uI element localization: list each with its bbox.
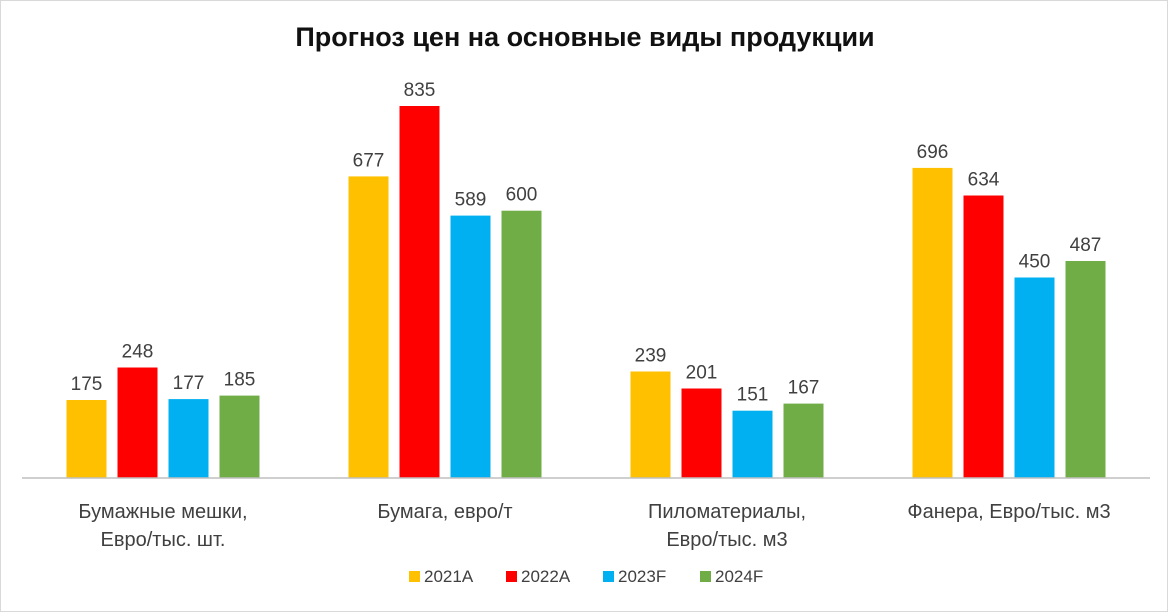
chart-title: Прогноз цен на основные виды продукции [295,22,874,52]
legend-swatch-2024f [700,571,711,582]
legend: 2021A 2022A 2023F 2024F [409,567,763,586]
data-label: 175 [71,374,103,395]
bar-2021a-cat-1 [348,176,389,478]
bar-2024f-cat-0 [219,395,260,478]
data-label: 177 [173,373,205,394]
data-label: 151 [737,385,769,406]
legend-swatch-2022a [506,571,517,582]
data-label: 589 [455,190,487,211]
legend-label-2023f: 2023F [618,567,666,586]
category-label: Бумага, евро/т [377,501,512,523]
data-label: 634 [968,170,1000,191]
bar-2023f-cat-3 [1014,277,1055,478]
bars-group: 175 248 177 185 677 835 589 600 239 201 151 167 696 6… [66,80,1106,478]
data-label: 167 [788,378,820,399]
legend-swatch-2023f [603,571,614,582]
category-label: Пиломатериалы, [648,501,806,523]
data-label: 696 [917,142,949,163]
bar-2021a-cat-0 [66,400,107,478]
data-label: 677 [353,150,385,171]
data-label: 239 [635,346,667,367]
bar-2022a-cat-0 [117,367,158,478]
bar-2021a-cat-2 [630,371,671,478]
bar-2022a-cat-2 [681,388,722,478]
category-label: Евро/тыс. шт. [101,529,226,551]
category-label: Бумажные мешки, [78,501,247,523]
legend-label-2022a: 2022A [521,567,571,586]
bar-2024f-cat-1 [501,210,542,478]
data-label: 835 [404,80,436,101]
category-labels: Бумажные мешки, Евро/тыс. шт. Бумага, евро… [78,501,1110,551]
bar-2024f-cat-2 [783,403,824,478]
bar-2021a-cat-3 [912,167,953,478]
bar-2022a-cat-3 [963,195,1004,478]
legend-swatch-2021a [409,571,420,582]
legend-label-2024f: 2024F [715,567,763,586]
data-label: 185 [224,370,256,391]
bar-2023f-cat-1 [450,215,491,478]
legend-label-2021a: 2021A [424,567,474,586]
bar-2024f-cat-3 [1065,261,1106,478]
bar-2022a-cat-1 [399,106,440,478]
category-label: Евро/тыс. м3 [666,529,787,551]
data-label: 487 [1070,235,1102,256]
data-label: 600 [506,185,538,206]
bar-2023f-cat-0 [168,399,209,478]
data-label: 450 [1019,252,1051,273]
data-label: 201 [686,363,718,384]
bar-2023f-cat-2 [732,410,773,478]
category-label: Фанера, Евро/тыс. м3 [907,501,1110,523]
data-label: 248 [122,342,154,363]
